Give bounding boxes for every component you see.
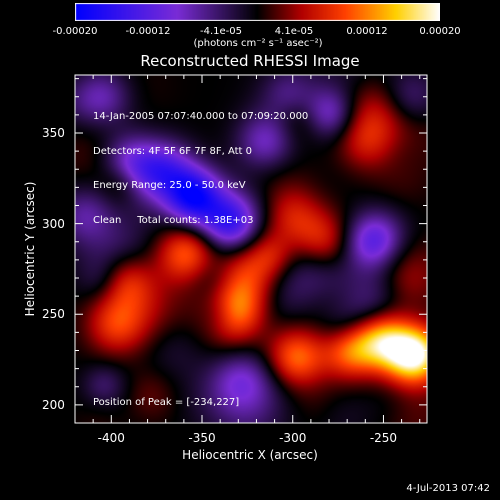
annotation-energy: Energy Range: 25.0 - 50.0 keV bbox=[93, 180, 246, 191]
chart-title: Reconstructed RHESSI Image bbox=[140, 52, 360, 70]
x-axis-label: Heliocentric X (arcsec) bbox=[182, 448, 318, 462]
annotation-detectors: Detectors: 4F 5F 6F 7F 8F, Att 0 bbox=[93, 145, 253, 157]
colorbar-tick-label: 4.1e-05 bbox=[274, 26, 314, 37]
y-tick-label: 300 bbox=[42, 216, 65, 231]
x-tick-label: -400 bbox=[97, 431, 125, 445]
render-timestamp: 4-Jul-2013 07:42 bbox=[406, 483, 490, 494]
colorbar-tick-label: 0.00012 bbox=[346, 26, 388, 37]
y-axis-label: Heliocentric Y (arcsec) bbox=[23, 181, 37, 317]
y-tick-label: 350 bbox=[42, 126, 65, 140]
colorbar-tick-label: -0.00020 bbox=[52, 26, 98, 37]
y-tick-label: 200 bbox=[42, 397, 65, 412]
colorbar-tick-label: 0.00020 bbox=[419, 26, 461, 37]
colorbar-ticks: -0.00020 -0.00012 -4.1e-05 4.1e-05 0.00012 0.… bbox=[0, 0, 500, 60]
peak-position-label: Position of Peak = [-234,227] bbox=[93, 397, 240, 408]
x-tick-label: -250 bbox=[369, 431, 398, 445]
annotation-counts: Clean Total counts: 1.38E+03 bbox=[93, 214, 254, 226]
colorbar-tick-label: -0.00012 bbox=[125, 26, 171, 37]
colorbar-tick-label: -4.1e-05 bbox=[200, 26, 242, 37]
annotation-time: 14-Jan-2005 07:07:40.000 to 07:09:20.000 bbox=[93, 111, 309, 122]
x-tick-label: -350 bbox=[188, 431, 216, 445]
observation-annotations: 14-Jan-2005 07:07:40.000 to 07:09:20.000… bbox=[93, 88, 308, 238]
colorbar bbox=[75, 3, 440, 21]
colorbar-units: (photons cm⁻² s⁻¹ asec⁻²) bbox=[193, 38, 323, 49]
x-tick-label: -300 bbox=[279, 431, 307, 445]
y-tick-label: 250 bbox=[42, 307, 65, 322]
